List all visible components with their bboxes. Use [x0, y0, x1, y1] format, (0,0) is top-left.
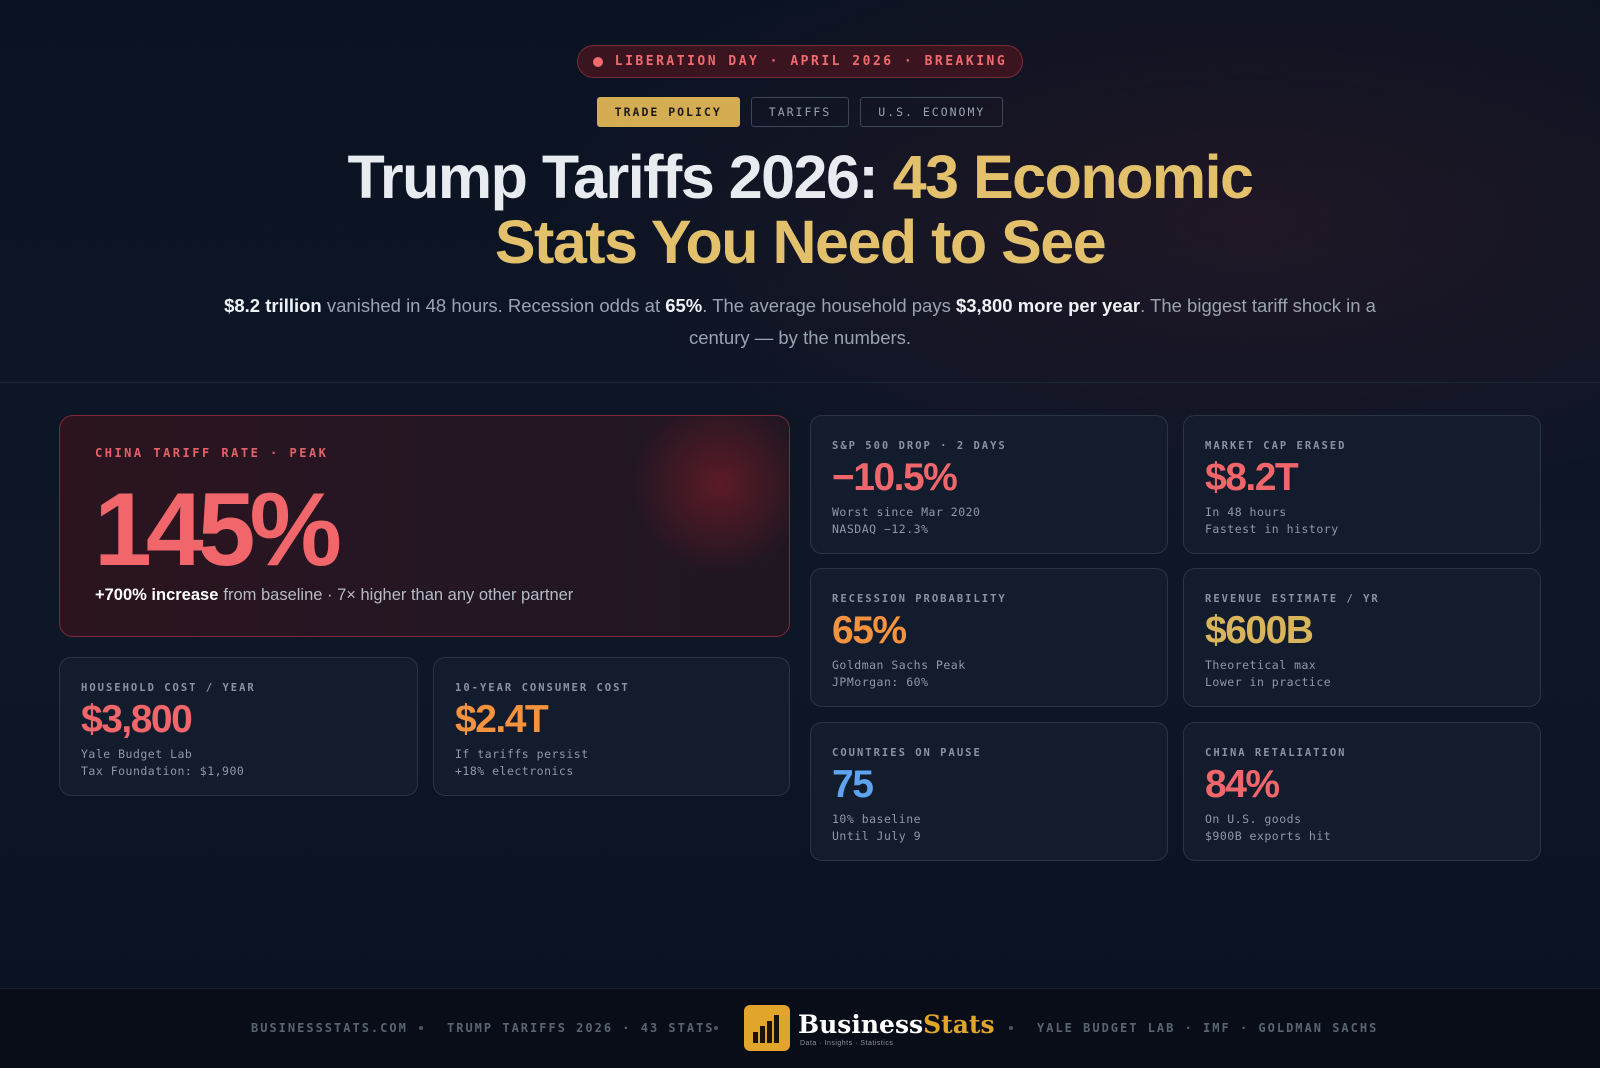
topic-tag: TRADE POLICY: [596, 97, 740, 127]
stat-value: −10.5%: [832, 456, 958, 499]
stat-label: HOUSEHOLD COST / YEAR: [81, 682, 256, 694]
breaking-badge: LIBERATION DAY · APRIL 2026 · BREAKING: [577, 45, 1023, 78]
stat-value: $600B: [1205, 609, 1314, 652]
subtitle-strong: 65%: [665, 295, 703, 316]
hero-note: +700% increase from baseline · 7× higher …: [95, 586, 573, 605]
stat-detail: Tax Foundation: $1,900: [81, 763, 245, 778]
stat-label: MARKET CAP ERASED: [1205, 440, 1347, 452]
stat-label: CHINA RETALIATION: [1205, 747, 1347, 759]
stat-value: 84%: [1205, 763, 1280, 806]
logo-icon: [753, 1015, 779, 1043]
brand-name-accent: Stats: [923, 1010, 995, 1039]
hero-note-text: from baseline · 7× higher than any other…: [223, 586, 574, 604]
headline: Trump Tariffs 2026: 43 Economic Stats Yo…: [300, 145, 1300, 275]
headline-plain: Trump Tariffs 2026:: [347, 143, 893, 211]
stat-detail: In 48 hours: [1205, 505, 1287, 519]
stat-detail: Goldman Sachs Peak: [832, 658, 966, 672]
stat-value: $3,800: [81, 698, 193, 741]
stat-label: COUNTRIES ON PAUSE: [832, 747, 982, 759]
stat-card: HOUSEHOLD COST / YEAR $3,800 Yale Budget L…: [59, 657, 418, 796]
stat-value: $2.4T: [455, 698, 549, 741]
subtitle-strong: $3,800 more per year: [955, 295, 1141, 316]
stat-card: 10-YEAR CONSUMER COST $2.4T If tariffs per…: [433, 657, 790, 796]
stat-card: MARKET CAP ERASED $8.2T In 48 hours Fastest…: [1183, 415, 1541, 554]
stat-card: COUNTRIES ON PAUSE 75 10% baseline Until Ju…: [810, 722, 1168, 861]
subtitle-text: . The biggest tariff shock in a century …: [688, 295, 1376, 348]
stat-value: 65%: [832, 609, 907, 652]
stat-detail: Yale Budget Lab: [81, 747, 193, 761]
hero-value: 145%: [94, 472, 342, 588]
stat-value: $8.2T: [1205, 456, 1299, 499]
brand-name-main: Business: [798, 1010, 924, 1039]
footer-separator: [714, 1026, 718, 1030]
headline-highlight: 43 Economic Stats You Need to See: [494, 143, 1254, 276]
stat-label: REVENUE ESTIMATE / YR: [1205, 593, 1380, 605]
stat-card: REVENUE ESTIMATE / YR $600B Theoretical ma…: [1183, 568, 1541, 707]
stat-detail: Lower in practice: [1205, 674, 1332, 689]
footer-sources: YALE BUDGET LAB · IMF · GOLDMAN SACHS: [1037, 1021, 1379, 1035]
subtitle-text: . The average household pays: [702, 295, 951, 316]
stat-detail: NASDAQ −12.3%: [832, 521, 929, 536]
stat-detail: Fastest in history: [1205, 521, 1339, 536]
stat-detail: Worst since Mar 2020: [832, 505, 981, 519]
divider: [0, 382, 1600, 383]
stat-card: RECESSION PROBABILITY 65% Goldman Sachs Pe…: [810, 568, 1168, 707]
brand-name: BusinessStats: [798, 1010, 995, 1039]
brand-tagline: Data · Insights · Statistics: [800, 1040, 894, 1047]
stat-detail: JPMorgan: 60%: [832, 674, 929, 689]
stat-label: S&P 500 DROP · 2 DAYS: [832, 440, 1007, 452]
stat-detail: $900B exports hit: [1205, 828, 1332, 843]
stat-label: RECESSION PROBABILITY: [832, 593, 1007, 605]
footer-site: BUSINESSSTATS.COM: [251, 1021, 408, 1035]
footer-separator: [1009, 1026, 1013, 1030]
hero-label: CHINA TARIFF RATE · PEAK: [95, 446, 329, 460]
badge-text: LIBERATION DAY · APRIL 2026 · BREAKING: [614, 54, 1008, 69]
tag-row: TRADE POLICY TARIFFS U.S. ECONOMY: [0, 97, 1600, 127]
footer: [0, 988, 1600, 1068]
stat-detail: On U.S. goods: [1205, 812, 1302, 826]
stat-detail: Until July 9: [832, 828, 922, 843]
badge-dot: [592, 56, 603, 67]
subtitle-strong: $8.2 trillion: [224, 295, 322, 316]
subtitle-text: vanished in 48 hours. Recession odds at: [326, 295, 661, 316]
stat-detail: +18% electronics: [455, 763, 574, 778]
footer-separator: [419, 1026, 423, 1030]
topic-tag: TARIFFS: [750, 97, 850, 127]
stat-card: CHINA RETALIATION 84% On U.S. goods $900B e…: [1183, 722, 1541, 861]
stat-card: S&P 500 DROP · 2 DAYS −10.5% Worst since M…: [810, 415, 1168, 554]
stat-value: 75: [832, 763, 874, 806]
stat-detail: 10% baseline: [832, 812, 922, 826]
stat-label: 10-YEAR CONSUMER COST: [455, 682, 630, 694]
brand-logo: [744, 1005, 790, 1051]
hero-card: CHINA TARIFF RATE · PEAK 145% +700% incr…: [59, 415, 790, 637]
stat-detail: If tariffs persist: [455, 747, 589, 761]
hero-note-strong: +700% increase: [95, 586, 219, 604]
topic-tag: U.S. ECONOMY: [860, 97, 1004, 127]
footer-topic: TRUMP TARIFFS 2026 · 43 STATS: [447, 1021, 715, 1035]
subtitle: $8.2 trillion vanished in 48 hours. Rece…: [210, 290, 1390, 354]
stat-detail: Theoretical max: [1205, 658, 1317, 672]
